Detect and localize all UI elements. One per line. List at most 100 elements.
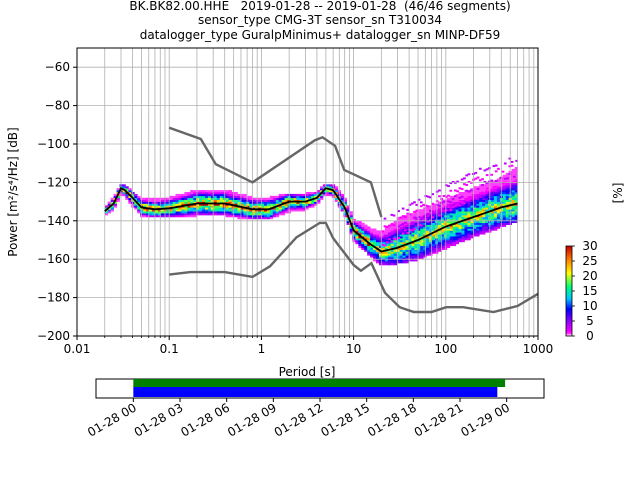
- psd-cell: [207, 199, 212, 202]
- psd-cell: [405, 255, 409, 258]
- psd-cell: [505, 192, 510, 195]
- psd-cell: [184, 211, 188, 214]
- psd-cell: [420, 253, 424, 256]
- psd-cell: [420, 247, 424, 250]
- psd-cell: [373, 240, 377, 243]
- psd-cell: [172, 197, 176, 200]
- psd-cell: [178, 215, 182, 218]
- psd-cell: [240, 209, 244, 212]
- psd-cell: [440, 230, 445, 233]
- psd-cell: [381, 261, 386, 264]
- psd-cell: [458, 199, 462, 202]
- psd-cell: [196, 203, 200, 206]
- psd-cell: [364, 224, 368, 227]
- psd-cell: [322, 190, 327, 193]
- psd-cell: [172, 199, 176, 202]
- psd-cell: [207, 207, 212, 210]
- psd-cell: [137, 197, 141, 200]
- colorbar-cell: [566, 252, 572, 255]
- psd-cell: [384, 228, 389, 231]
- psd-cell: [417, 220, 421, 224]
- psd-cell: [196, 193, 200, 197]
- psd-cell: [464, 228, 468, 231]
- psd-cell: [493, 197, 498, 200]
- psd-cell: [355, 226, 359, 229]
- psd-cell: [514, 180, 518, 183]
- psd-cell: [184, 215, 188, 218]
- psd-cell: [237, 193, 241, 197]
- psd-cell: [228, 192, 232, 195]
- psd-cell: [502, 215, 507, 218]
- psd-cell: [390, 226, 395, 229]
- psd-cell: [311, 205, 315, 208]
- psd-cell: [399, 261, 403, 264]
- psd-cell: [275, 201, 280, 204]
- psd-outlier-cell: [419, 224, 423, 227]
- psd-cell: [187, 209, 191, 212]
- psd-cell: [308, 193, 312, 197]
- psd-cell: [505, 188, 510, 191]
- psd-cell: [378, 247, 383, 250]
- psd-cell: [485, 199, 489, 202]
- psd-cell: [107, 203, 112, 206]
- psd-cell: [219, 209, 224, 212]
- psd-cell: [151, 199, 156, 202]
- plot-frame: [76, 47, 539, 337]
- psd-cell: [387, 236, 392, 239]
- psd-cell: [231, 215, 235, 218]
- psd-cell: [258, 199, 262, 202]
- psd-cell: [402, 245, 406, 248]
- psd-cell: [464, 203, 468, 206]
- psd-cell: [429, 205, 433, 208]
- colorbar-tick-label: 0: [586, 329, 594, 343]
- psd-cell: [384, 245, 389, 248]
- psd-outlier-cell: [406, 208, 410, 211]
- psd-cell: [169, 203, 173, 206]
- psd-cell: [514, 207, 518, 210]
- psd-cell: [396, 216, 401, 220]
- psd-cell: [458, 228, 462, 231]
- psd-cell: [417, 218, 421, 222]
- psd-cell: [493, 213, 498, 216]
- psd-cell: [399, 234, 403, 237]
- y-tick-label: −120: [37, 175, 70, 189]
- psd-cell: [399, 241, 403, 245]
- psd-cell: [134, 197, 138, 200]
- psd-outlier-cell: [390, 233, 394, 236]
- psd-cell: [458, 207, 462, 210]
- psd-cell: [381, 253, 386, 256]
- psd-cell: [464, 195, 468, 199]
- psd-outlier-cell: [410, 202, 414, 205]
- psd-cell: [178, 201, 182, 204]
- psd-cell: [269, 215, 274, 218]
- psd-cell: [467, 220, 471, 224]
- psd-cell: [455, 199, 459, 202]
- psd-cell: [470, 209, 474, 212]
- psd-cell: [367, 236, 371, 239]
- psd-cell: [470, 234, 474, 237]
- psd-outlier-cell: [497, 167, 500, 170]
- psd-cell: [396, 261, 401, 264]
- colorbar-tick-label: 25: [582, 254, 597, 268]
- psd-cell: [502, 209, 507, 212]
- psd-cell: [502, 188, 507, 191]
- psd-cell: [373, 228, 377, 231]
- psd-cell: [187, 199, 191, 202]
- psd-cell: [202, 205, 206, 208]
- psd-cell: [361, 232, 365, 235]
- psd-cell: [390, 245, 395, 248]
- psd-cell: [122, 193, 126, 197]
- psd-cell: [163, 205, 168, 208]
- psd-cell: [402, 224, 406, 227]
- psd-median: [104, 186, 518, 253]
- psd-cell: [246, 216, 250, 220]
- psd-cell: [461, 220, 465, 224]
- psd-cell: [355, 236, 359, 239]
- psd-cell: [414, 243, 418, 247]
- psd-cell: [234, 192, 238, 195]
- psd-cell: [384, 243, 389, 247]
- psd-outlier-cell: [390, 223, 394, 226]
- psd-cell: [473, 186, 477, 189]
- psd-cell: [246, 197, 250, 200]
